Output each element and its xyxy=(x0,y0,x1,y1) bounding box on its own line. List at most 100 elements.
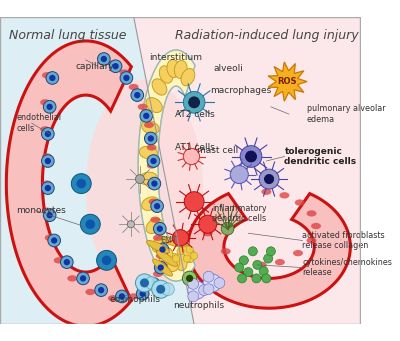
Ellipse shape xyxy=(148,198,158,205)
Ellipse shape xyxy=(42,208,52,214)
Circle shape xyxy=(182,271,197,286)
Ellipse shape xyxy=(295,199,305,206)
Ellipse shape xyxy=(311,223,321,229)
Circle shape xyxy=(230,165,248,183)
Text: Normal lung tissue: Normal lung tissue xyxy=(9,29,126,42)
Circle shape xyxy=(136,287,149,300)
Polygon shape xyxy=(134,17,361,324)
Circle shape xyxy=(221,222,234,235)
Ellipse shape xyxy=(167,59,180,77)
Circle shape xyxy=(136,274,154,292)
Text: interstitium: interstitium xyxy=(150,53,202,62)
Circle shape xyxy=(246,151,256,162)
Circle shape xyxy=(45,158,51,164)
Ellipse shape xyxy=(152,236,167,252)
Circle shape xyxy=(145,277,158,289)
Circle shape xyxy=(264,175,274,183)
Circle shape xyxy=(144,132,157,145)
Circle shape xyxy=(98,53,110,65)
Text: alveoli: alveoli xyxy=(214,64,244,73)
Ellipse shape xyxy=(174,253,187,271)
Circle shape xyxy=(42,155,54,167)
Circle shape xyxy=(151,180,158,187)
Polygon shape xyxy=(188,194,350,308)
Circle shape xyxy=(143,113,150,119)
Ellipse shape xyxy=(152,259,172,276)
Circle shape xyxy=(127,221,134,228)
Text: Radiation-induced lung injury: Radiation-induced lung injury xyxy=(174,29,358,42)
Circle shape xyxy=(101,56,107,62)
Circle shape xyxy=(98,287,104,293)
Ellipse shape xyxy=(162,237,186,247)
Text: AT2 cells: AT2 cells xyxy=(175,109,215,119)
Ellipse shape xyxy=(86,80,203,296)
Circle shape xyxy=(190,252,198,260)
Circle shape xyxy=(49,75,56,81)
Circle shape xyxy=(264,254,273,263)
Circle shape xyxy=(46,104,53,110)
Circle shape xyxy=(51,237,57,243)
Ellipse shape xyxy=(129,84,139,90)
Circle shape xyxy=(77,272,89,285)
Circle shape xyxy=(64,259,70,265)
Text: mast cell: mast cell xyxy=(197,146,238,155)
Circle shape xyxy=(184,192,204,211)
Circle shape xyxy=(46,212,53,218)
Circle shape xyxy=(162,283,174,296)
Circle shape xyxy=(120,72,133,84)
Ellipse shape xyxy=(142,121,159,134)
Circle shape xyxy=(123,75,130,81)
Circle shape xyxy=(177,248,184,255)
Circle shape xyxy=(235,263,244,272)
Circle shape xyxy=(156,285,165,294)
Circle shape xyxy=(158,264,164,271)
Ellipse shape xyxy=(174,60,187,78)
Ellipse shape xyxy=(108,60,118,66)
Ellipse shape xyxy=(181,245,195,263)
Ellipse shape xyxy=(150,217,160,223)
Text: ROS: ROS xyxy=(277,77,297,86)
Circle shape xyxy=(240,146,262,167)
Ellipse shape xyxy=(221,248,231,254)
Circle shape xyxy=(152,280,170,298)
Circle shape xyxy=(154,203,160,209)
Circle shape xyxy=(199,285,210,296)
Text: tolerogenic
dendritic cells: tolerogenic dendritic cells xyxy=(284,147,356,166)
Circle shape xyxy=(42,128,54,140)
Circle shape xyxy=(239,256,248,265)
Circle shape xyxy=(148,135,154,142)
Text: monocytes: monocytes xyxy=(16,206,66,215)
Ellipse shape xyxy=(156,253,166,259)
Ellipse shape xyxy=(293,250,303,256)
Circle shape xyxy=(42,182,54,194)
Circle shape xyxy=(264,175,274,183)
Ellipse shape xyxy=(120,69,130,76)
Ellipse shape xyxy=(146,219,162,234)
Circle shape xyxy=(188,279,199,289)
Circle shape xyxy=(112,63,119,69)
Ellipse shape xyxy=(152,79,167,95)
Circle shape xyxy=(248,247,257,256)
Ellipse shape xyxy=(147,180,157,187)
Ellipse shape xyxy=(129,293,139,300)
Ellipse shape xyxy=(40,126,50,133)
Circle shape xyxy=(183,148,200,165)
Circle shape xyxy=(147,155,160,167)
Ellipse shape xyxy=(153,235,163,241)
Circle shape xyxy=(151,200,164,212)
Circle shape xyxy=(203,284,214,295)
Circle shape xyxy=(203,274,221,292)
Circle shape xyxy=(48,234,60,247)
Ellipse shape xyxy=(262,189,271,195)
Circle shape xyxy=(159,246,166,253)
Circle shape xyxy=(238,274,246,283)
Circle shape xyxy=(252,274,261,283)
Text: inflammatory
dendrtic cells: inflammatory dendrtic cells xyxy=(212,204,267,223)
Ellipse shape xyxy=(142,197,159,210)
Ellipse shape xyxy=(108,295,118,301)
Circle shape xyxy=(134,92,140,98)
Circle shape xyxy=(80,214,100,234)
Circle shape xyxy=(186,246,193,253)
Text: capillary: capillary xyxy=(76,62,114,71)
Circle shape xyxy=(119,293,125,300)
